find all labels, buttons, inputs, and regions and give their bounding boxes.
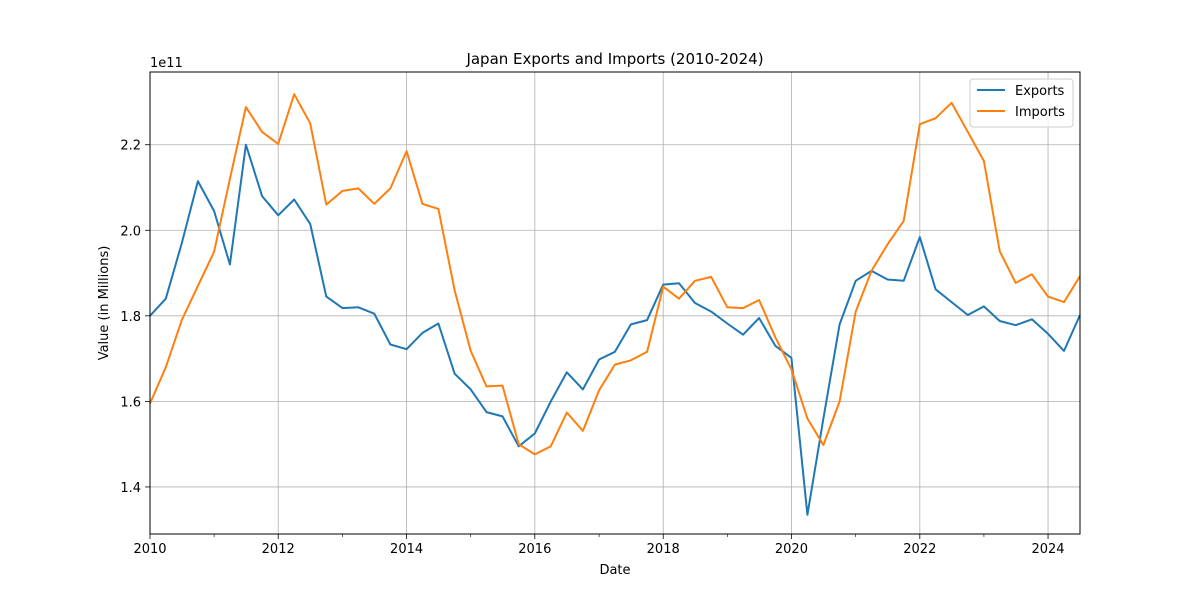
x-tick-label: 2024: [1031, 542, 1064, 557]
y-tick-label: 2.2: [120, 139, 141, 154]
plot-area: [150, 72, 1080, 534]
y-axis-label: Value (in Millions): [97, 246, 112, 361]
series-line-imports: [149, 93, 1081, 456]
x-axis-label: Date: [599, 563, 630, 578]
y-tick-label: 2.0: [120, 224, 141, 239]
x-tick-label: 2022: [903, 542, 936, 557]
y-tick-label: 1.4: [120, 481, 141, 496]
legend: Exports Imports: [969, 78, 1074, 128]
legend-label-imports: Imports: [1015, 105, 1065, 120]
y-tick-label: 1.6: [120, 395, 141, 410]
y-offset-label: 1e11: [150, 56, 183, 71]
x-tick-label: 2012: [262, 542, 295, 557]
x-tick-label: 2020: [775, 542, 808, 557]
x-tick-label: 2016: [518, 542, 551, 557]
x-axis: 2010 2012 2014 2016 2018 2020 2022 2024: [133, 534, 1065, 557]
x-tick-label: 2014: [390, 542, 423, 557]
y-axis: 1.4 1.6 1.8 2.0 2.2: [120, 139, 150, 496]
x-tick-label: 2010: [133, 542, 166, 557]
plot-frame: [149, 71, 1081, 535]
chart-title: Japan Exports and Imports (2010-2024): [465, 50, 763, 68]
grid-lines: [149, 72, 1080, 534]
y-tick-label: 1.8: [120, 310, 141, 325]
series-line-exports: [149, 143, 1081, 516]
series-lines: [149, 93, 1081, 516]
x-tick-label: 2018: [647, 542, 680, 557]
legend-label-exports: Exports: [1015, 84, 1065, 99]
